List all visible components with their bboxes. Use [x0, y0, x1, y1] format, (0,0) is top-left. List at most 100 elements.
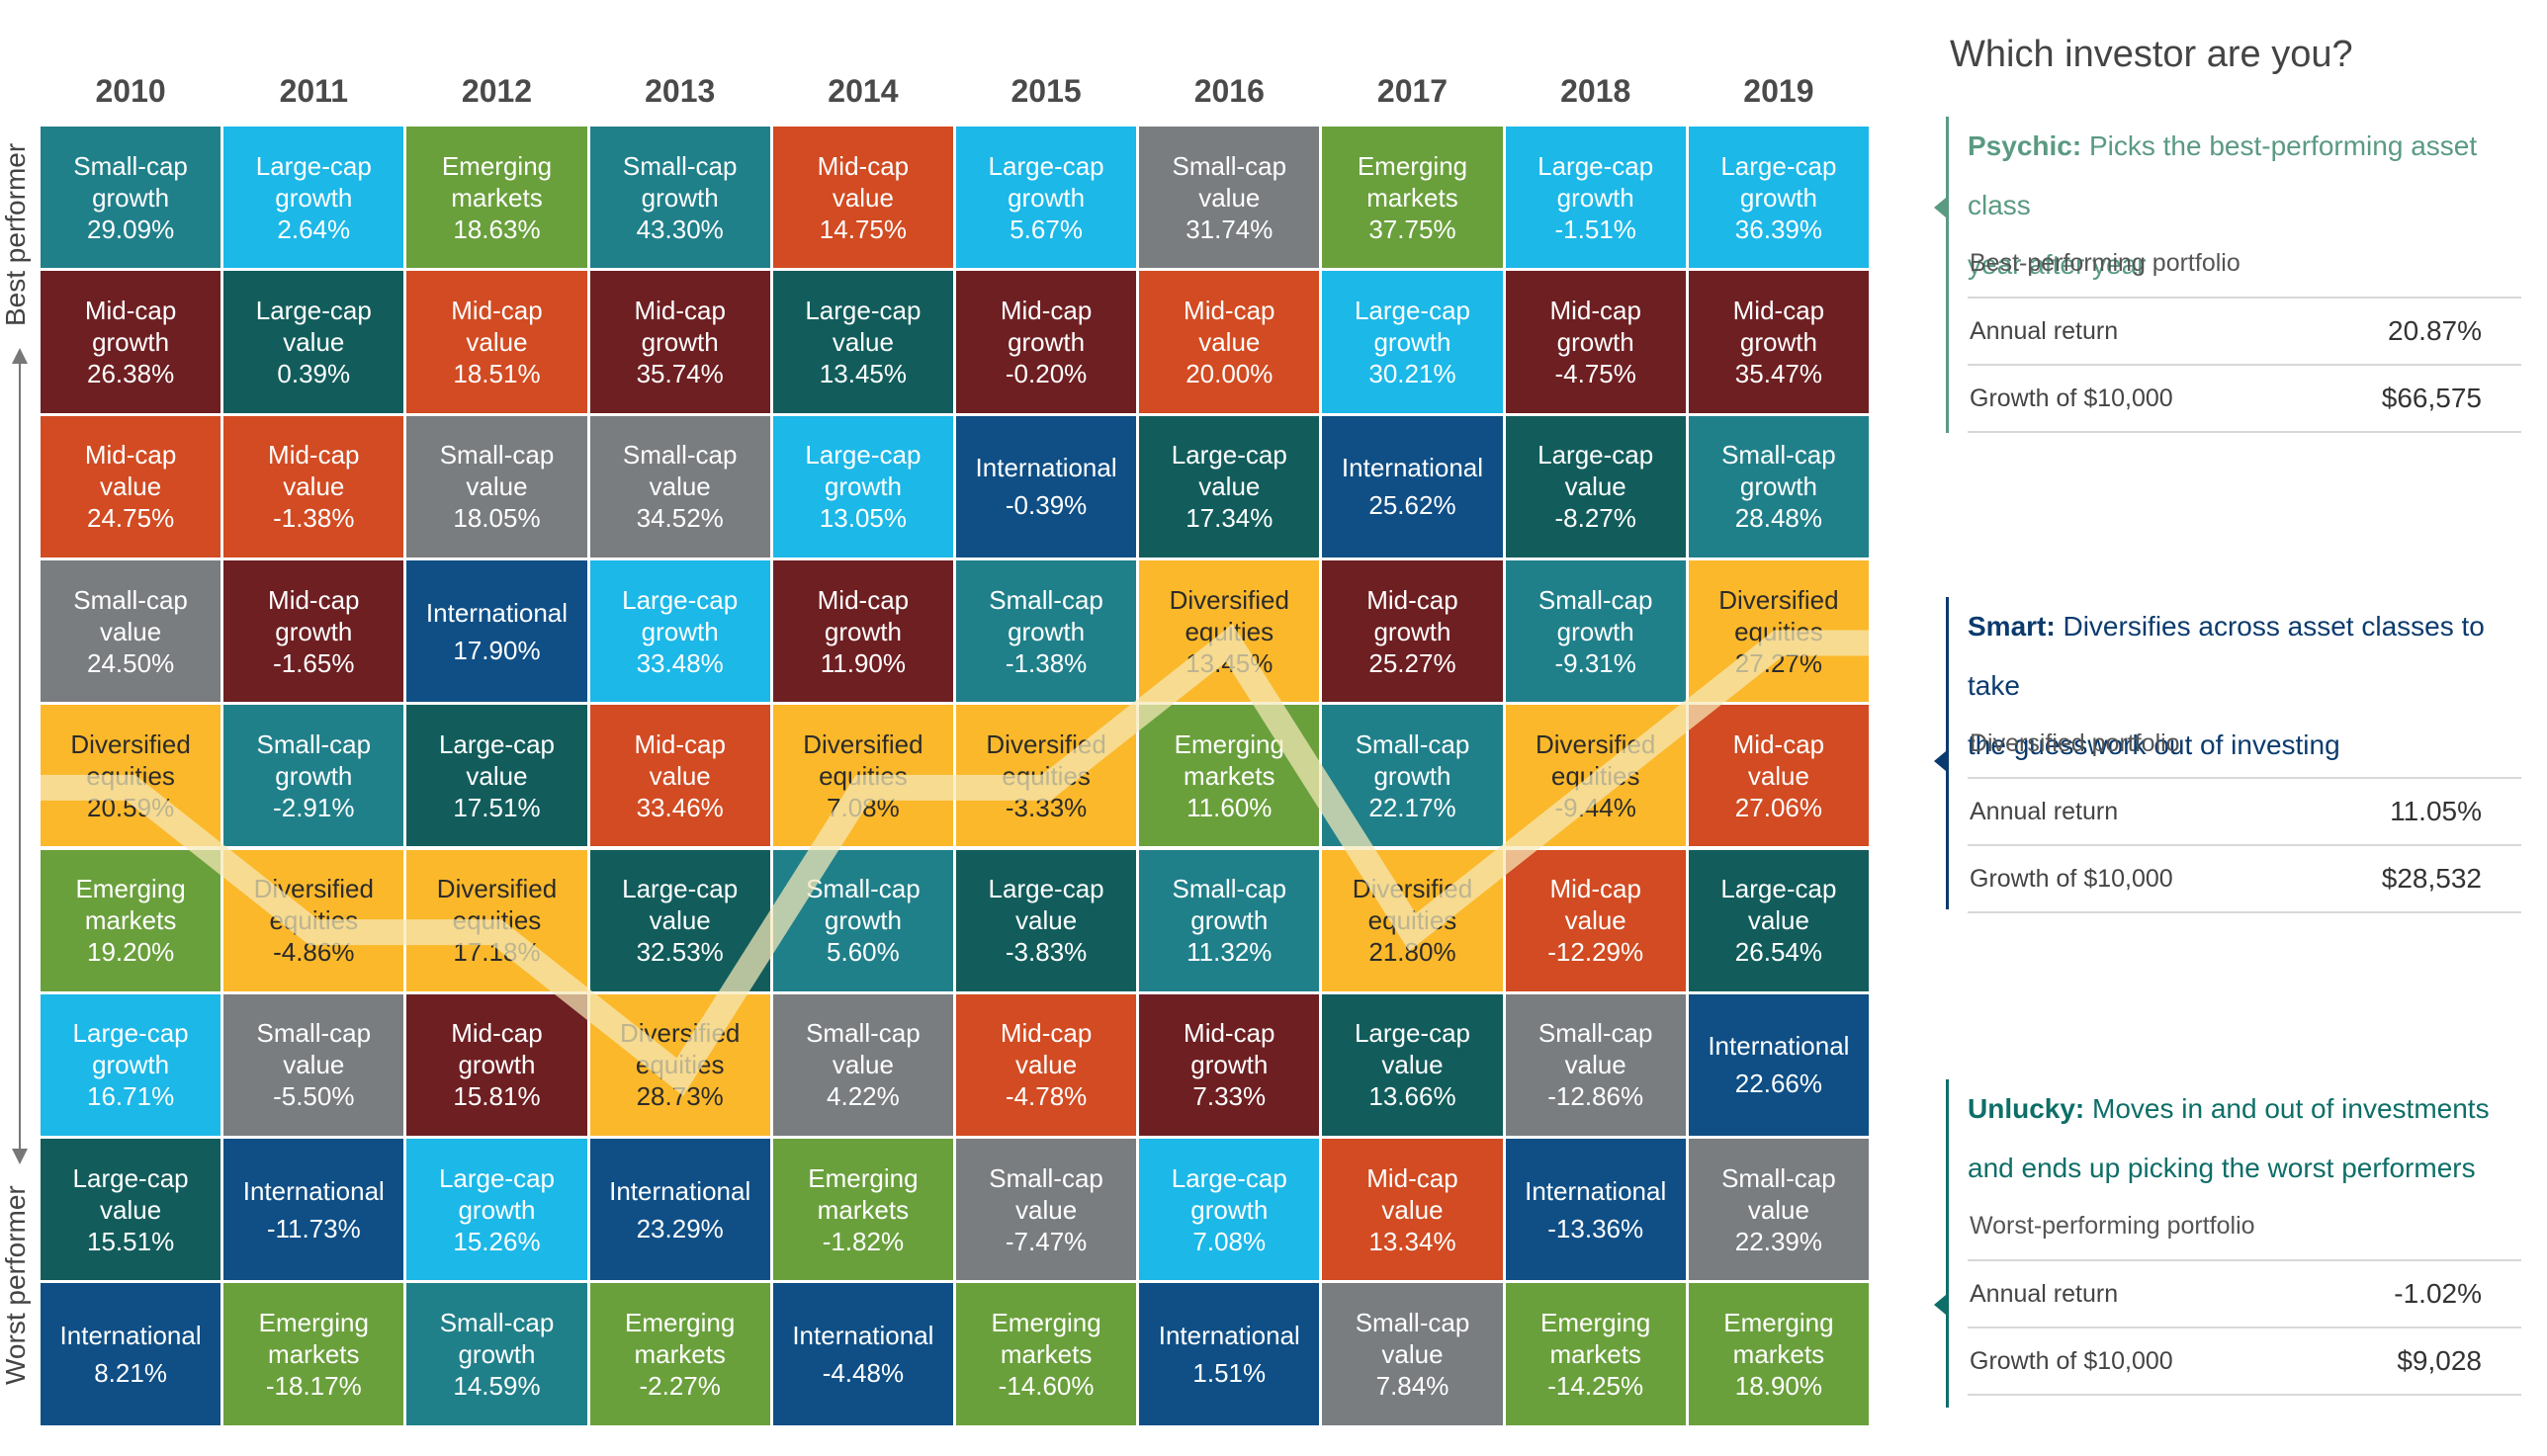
cell-2014-rank3: Large-cap growth 13.05%: [772, 415, 953, 557]
cell-2015-rank6: Large-cap value -3.83%: [956, 849, 1137, 991]
cell-return: 17.51%: [453, 792, 541, 822]
cell-2018-rank2: Mid-cap growth -4.75%: [1505, 271, 1686, 413]
cell-label: Large-cap: [1720, 874, 1837, 904]
cell-label: Mid-cap: [451, 1018, 543, 1049]
cell-2018-rank4: Small-cap growth -9.31%: [1505, 559, 1686, 703]
investor-desc-1: Moves in and out of investments: [2092, 1093, 2490, 1124]
cell-label: Large-cap: [622, 584, 739, 615]
cell-return: 15.51%: [87, 1226, 175, 1256]
cell-2016-rank6: Small-cap growth 11.32%: [1139, 849, 1320, 991]
investor-bar: [1946, 597, 1949, 909]
cell-label: Small-cap: [73, 150, 188, 181]
year-header-2010: 2010: [95, 73, 166, 109]
cell-return: -14.60%: [998, 1371, 1095, 1402]
cell-return: 13.05%: [819, 503, 907, 534]
cell-return: 30.21%: [1368, 358, 1456, 388]
cell-2015-rank3: International -0.39%: [956, 415, 1137, 557]
investor-heading: Unlucky: Moves in and out of investments…: [1968, 1079, 2521, 1198]
cell-return: 7.08%: [1192, 1226, 1267, 1256]
investor-name: Psychic:: [1968, 130, 2082, 161]
cell-label: value: [1747, 760, 1809, 791]
cell-return: -1.38%: [273, 503, 355, 534]
cell-return: 19.20%: [87, 937, 175, 968]
cell-return: 28.48%: [1734, 503, 1822, 534]
cell-label: value: [1747, 905, 1809, 936]
cell-label: value: [649, 905, 711, 936]
cell-return: -1.51%: [1554, 214, 1636, 244]
cell-return: 20.59%: [87, 792, 175, 822]
cell-return: -12.86%: [1547, 1081, 1644, 1112]
investor-desc-2: the guesswork out of investing: [1968, 729, 2340, 760]
cell-2010-rank1: Small-cap growth 29.09%: [41, 127, 221, 269]
cell-2012-rank7: Mid-cap growth 15.81%: [406, 993, 587, 1137]
cell-2015-rank4: Small-cap growth -1.38%: [956, 559, 1137, 703]
cell-return: 17.34%: [1186, 503, 1274, 534]
cell-label: value: [466, 326, 528, 357]
portfolio-label: Best-performing portfolio: [1970, 249, 2240, 277]
cell-label: equities: [1185, 616, 1274, 646]
cell-label: International: [1525, 1175, 1667, 1206]
cell-return: 34.52%: [636, 503, 724, 534]
cell-return: 14.75%: [819, 214, 907, 244]
cell-2019-rank7: International 22.66%: [1688, 993, 1869, 1137]
cell-2014-rank7: Small-cap value 4.22%: [772, 993, 953, 1137]
cell-label: Diversified: [803, 728, 923, 759]
cell-label: value: [1015, 1194, 1078, 1225]
cell-2019-rank5: Mid-cap value 27.06%: [1688, 705, 1869, 847]
axis-arrow: [12, 348, 28, 1164]
cell-label: Diversified: [1169, 584, 1289, 615]
cell-return: -3.33%: [1005, 792, 1088, 822]
cell-2010-rank6: Emerging markets 19.20%: [41, 849, 221, 991]
cell-label: Small-cap: [1721, 1162, 1836, 1193]
cell-return: 22.39%: [1734, 1226, 1822, 1256]
cell-label: Emerging: [625, 1308, 736, 1338]
cell-return: -2.27%: [639, 1371, 721, 1402]
cell-2010-rank2: Mid-cap growth 26.38%: [41, 271, 221, 413]
cell-return: -13.36%: [1547, 1213, 1644, 1243]
cell-label: Large-cap: [255, 295, 372, 325]
cell-label: Mid-cap: [451, 295, 543, 325]
cell-label: growth: [92, 1050, 170, 1080]
cell-label: growth: [1556, 326, 1634, 357]
cell-label: growth: [275, 760, 353, 791]
cell-2019-rank2: Mid-cap growth 35.47%: [1688, 271, 1869, 413]
investor-desc-1: Diversifies across asset classes to take: [1968, 611, 2485, 701]
cell-return: 18.51%: [453, 358, 541, 388]
cell-return: 27.06%: [1734, 792, 1822, 822]
cell-label: growth: [641, 326, 719, 357]
cell-2013-rank6: Large-cap value 32.53%: [589, 849, 770, 991]
cell-label: International: [1708, 1031, 1850, 1062]
cell-return: 13.45%: [1186, 647, 1274, 678]
cell-return: -4.48%: [822, 1358, 905, 1389]
cell-2015-rank7: Mid-cap value -4.78%: [956, 993, 1137, 1137]
cell-label: value: [1015, 905, 1078, 936]
cell-2015-rank9: Emerging markets -14.60%: [956, 1283, 1137, 1425]
cell-return: 37.75%: [1368, 214, 1456, 244]
cell-label: International: [1341, 453, 1484, 483]
cell-label: Small-cap: [622, 150, 738, 181]
cell-label: Small-cap: [439, 1308, 555, 1338]
cell-label: Mid-cap: [268, 440, 360, 471]
cell-label: Emerging: [1357, 150, 1468, 181]
cell-2010-rank4: Small-cap value 24.50%: [41, 559, 221, 703]
cell-label: markets: [817, 1194, 910, 1225]
cell-return: -2.91%: [273, 792, 355, 822]
cell-2018-rank5: Diversified equities -9.44%: [1505, 705, 1686, 847]
cell-return: 13.66%: [1368, 1081, 1456, 1112]
cell-2010-rank9: International 8.21%: [41, 1283, 221, 1425]
cell-label: Diversified: [620, 1018, 741, 1049]
cell-label: growth: [1008, 182, 1086, 213]
cell-label: Mid-cap: [84, 440, 177, 471]
cell-label: markets: [84, 905, 177, 936]
investor-psychic: Psychic: Picks the best-performing asset…: [1934, 117, 2539, 433]
investor-unlucky: Unlucky: Moves in and out of investments…: [1934, 1079, 2539, 1408]
cell-return: 22.66%: [1734, 1069, 1822, 1099]
pointer-triangle: [1934, 198, 1946, 217]
cell-label: markets: [1184, 760, 1275, 791]
cell-2011-rank8: International -11.73%: [223, 1139, 404, 1281]
cell-2011-rank5: Small-cap growth -2.91%: [223, 705, 404, 847]
cell-label: markets: [1366, 182, 1458, 213]
cell-2013-rank5: Mid-cap value 33.46%: [589, 705, 770, 847]
cell-2019-rank1: Large-cap growth 36.39%: [1688, 127, 1869, 269]
cell-label: Large-cap: [1354, 295, 1471, 325]
